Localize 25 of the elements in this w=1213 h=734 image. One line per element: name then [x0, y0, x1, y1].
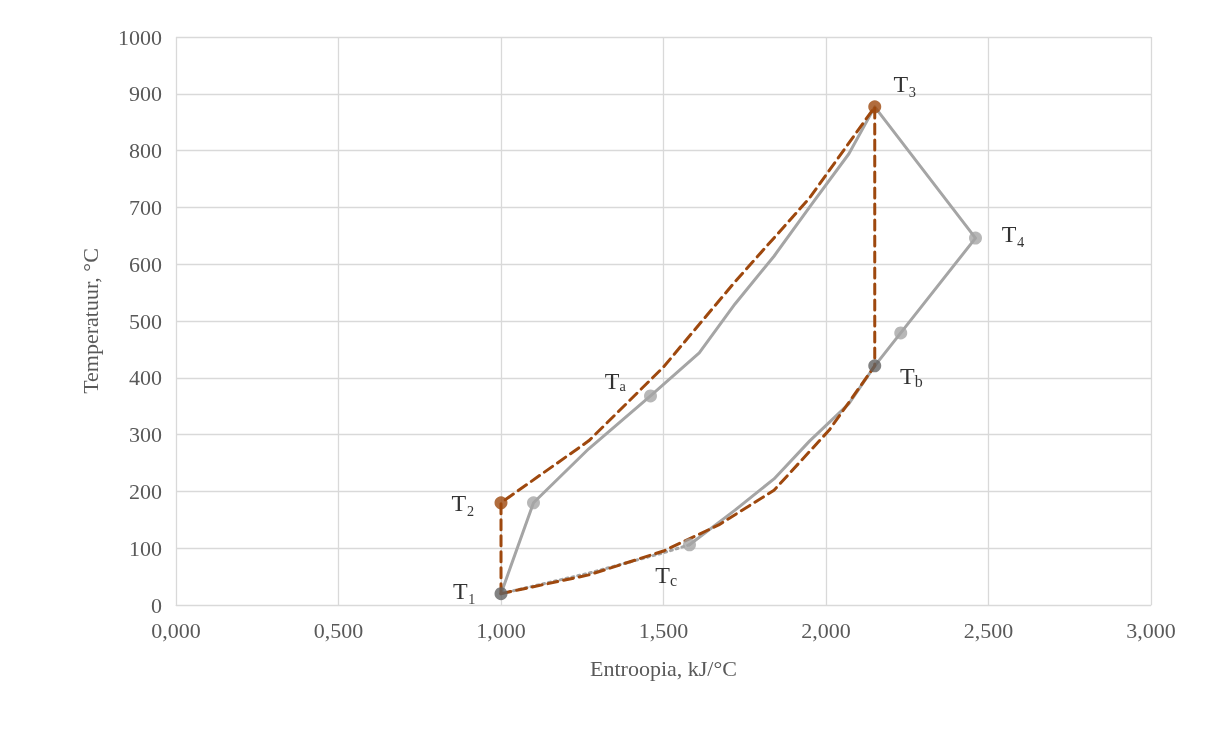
x-tick-label: 0,000 [151, 617, 201, 643]
annotation: Tₐ [604, 368, 627, 395]
y-tick-label: 1000 [118, 24, 162, 50]
y-tick-label: 300 [129, 422, 162, 448]
y-axis-title: Temperatuur, °C [77, 248, 103, 394]
y-tick-label: 800 [129, 138, 162, 164]
annotation: T₂ [451, 490, 475, 517]
x-tick-label: 2,000 [801, 617, 851, 643]
y-tick-label: 500 [129, 308, 162, 334]
y-tick-label: 600 [129, 251, 162, 277]
annotation: T₄ [1001, 220, 1025, 247]
annotation: T₃ [893, 71, 917, 98]
x-tick-label: 3,000 [1126, 617, 1176, 643]
y-tick-label: 0 [151, 592, 162, 618]
y-tick-label: 900 [129, 81, 162, 107]
y-tick-label: 200 [129, 478, 162, 504]
x-tick-label: 1,000 [476, 617, 526, 643]
y-tick-label: 100 [129, 535, 162, 561]
annotation: T₁ [453, 578, 477, 604]
x-tick-label: 2,500 [963, 617, 1014, 643]
x-axis-title: Entroopia, kJ/°C [590, 655, 737, 681]
x-tick-label: 0,500 [313, 617, 364, 643]
x-tick-label: 1,500 [638, 617, 689, 643]
y-tick-label: 700 [129, 194, 162, 220]
y-tick-label: 400 [129, 365, 162, 391]
